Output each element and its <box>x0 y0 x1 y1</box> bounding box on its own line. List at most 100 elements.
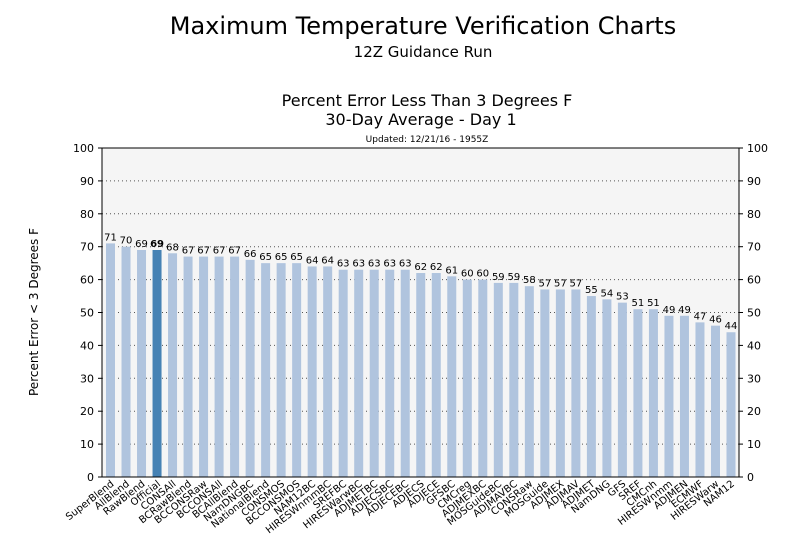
value-label: 54 <box>601 288 614 299</box>
value-label: 63 <box>383 259 396 270</box>
value-label: 44 <box>725 321 738 332</box>
y-tick-label: 10 <box>747 438 761 451</box>
value-label: 60 <box>461 269 474 280</box>
value-label: 63 <box>337 259 350 270</box>
y-tick-label: 70 <box>747 241 761 254</box>
bar <box>369 269 379 477</box>
value-label: 49 <box>663 305 676 316</box>
value-label: 57 <box>554 278 567 289</box>
value-label: 46 <box>709 315 722 326</box>
bar <box>230 256 240 477</box>
bar <box>323 266 333 477</box>
bar <box>214 256 224 477</box>
bars <box>106 243 736 477</box>
value-label: 59 <box>492 272 505 283</box>
value-labels: 71 70 69 69 68 67 67 67 67 66 65 65 65 64 64 63 63 63 63 63… <box>104 232 737 332</box>
bar <box>540 289 550 477</box>
bar <box>617 302 627 477</box>
y-tick-label: 40 <box>80 339 94 352</box>
bar <box>400 269 410 477</box>
chart-title: Percent Error Less Than 3 Degrees F <box>282 91 573 110</box>
value-label: 53 <box>616 292 629 303</box>
value-label: 63 <box>399 259 412 270</box>
bar <box>276 263 286 477</box>
bar <box>555 289 565 477</box>
value-label: 65 <box>275 252 288 263</box>
value-label: 65 <box>259 252 272 263</box>
bar <box>431 273 441 477</box>
value-label: 55 <box>585 285 598 296</box>
bar <box>168 253 178 477</box>
value-label: 63 <box>352 259 365 270</box>
value-label: 70 <box>120 236 133 247</box>
bar <box>354 269 364 477</box>
y-tick-label: 30 <box>747 372 761 385</box>
value-label: 69 <box>135 239 148 250</box>
y-axis-left: 0 10 20 30 40 50 60 70 80 90 100 <box>73 142 102 484</box>
bar <box>121 246 131 477</box>
bar <box>106 243 115 477</box>
bar <box>695 322 705 477</box>
bar <box>245 259 255 477</box>
bar <box>633 309 643 477</box>
page-subtitle: 12Z Guidance Run <box>354 43 493 61</box>
bar <box>524 286 534 477</box>
y-tick-label: 100 <box>747 142 768 155</box>
y-tick-label: 20 <box>80 405 94 418</box>
y-tick-label: 30 <box>80 372 94 385</box>
y-tick-label: 90 <box>747 175 761 188</box>
value-label: 67 <box>228 246 241 257</box>
bar <box>137 249 147 477</box>
value-label: 58 <box>523 275 536 286</box>
bar <box>586 296 596 477</box>
bar <box>571 289 581 477</box>
updated-label: Updated: 12/21/16 - 1955Z <box>366 135 489 145</box>
bar <box>726 332 736 477</box>
value-label: 61 <box>445 265 458 276</box>
plot-frame <box>101 147 740 478</box>
bar <box>478 279 488 477</box>
value-label: 67 <box>182 246 195 257</box>
y-tick-label: 70 <box>80 241 94 254</box>
value-label: 49 <box>678 305 691 316</box>
bar <box>493 282 503 477</box>
value-label: 67 <box>197 246 210 257</box>
y-tick-label: 90 <box>80 175 94 188</box>
value-label: 51 <box>632 298 645 309</box>
value-label: 47 <box>694 311 707 322</box>
x-axis-labels: SuperBlendAllBlendRawBlendOfficialCONSAl… <box>64 478 737 536</box>
y-tick-label: 40 <box>747 339 761 352</box>
bar <box>509 282 519 477</box>
bar <box>664 315 674 477</box>
bar <box>416 273 426 477</box>
bar <box>679 315 689 477</box>
value-label: 62 <box>414 262 427 273</box>
y-tick-label: 50 <box>80 307 94 320</box>
value-label: 62 <box>430 262 443 273</box>
value-label: 60 <box>476 269 489 280</box>
y-tick-label: 20 <box>747 405 761 418</box>
chart-subtitle: 30-Day Average - Day 1 <box>325 110 516 129</box>
y-tick-label: 80 <box>80 208 94 221</box>
bar <box>292 263 302 477</box>
y-tick-label: 0 <box>747 471 754 484</box>
value-label: 63 <box>368 259 381 270</box>
value-label: 69 <box>150 239 164 250</box>
value-label: 57 <box>538 278 551 289</box>
bar <box>648 309 658 477</box>
y-tick-label: 100 <box>73 142 94 155</box>
bar <box>710 325 720 477</box>
value-label: 57 <box>570 278 583 289</box>
value-label: 64 <box>321 255 334 266</box>
bar <box>199 256 209 477</box>
bar <box>447 276 457 477</box>
value-label: 66 <box>244 249 257 260</box>
bar <box>385 269 395 477</box>
y-axis-label: Percent Error < 3 Degrees F <box>27 228 41 396</box>
bar <box>261 263 271 477</box>
value-label: 67 <box>213 246 226 257</box>
bar <box>307 266 317 477</box>
bar <box>183 256 193 477</box>
value-label: 59 <box>507 272 520 283</box>
